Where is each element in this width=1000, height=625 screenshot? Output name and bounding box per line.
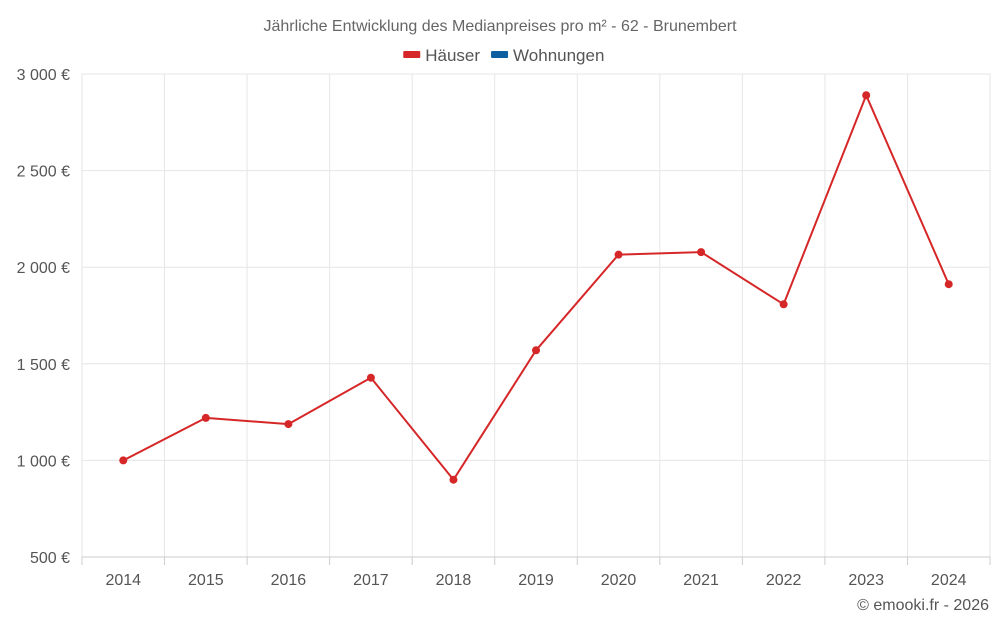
gridlines <box>81 73 991 558</box>
data-point[interactable] <box>944 280 953 289</box>
x-tick-label: 2022 <box>766 572 802 589</box>
y-axis: 500 € 1 000 € 1 500 € 2 000 € 2 500 € 3 000 € <box>17 67 70 567</box>
x-tick-label: 2018 <box>436 572 472 589</box>
data-point[interactable] <box>862 91 871 100</box>
x-tick-label: 2020 <box>601 572 637 589</box>
legend-item[interactable]: Wohnungen <box>491 46 604 65</box>
x-tick-label: 2014 <box>105 572 141 589</box>
y-tick-label: 1 000 € <box>17 453 70 470</box>
y-tick-label: 3 000 € <box>17 67 70 84</box>
legend-swatch <box>491 51 509 58</box>
data-point[interactable] <box>366 373 375 382</box>
data-point[interactable] <box>779 300 788 309</box>
x-tick-label: 2017 <box>353 572 389 589</box>
chart-title: Jährliche Entwicklung des Medianpreises … <box>263 18 737 35</box>
data-point[interactable] <box>284 420 293 429</box>
x-tick-label: 2015 <box>188 572 224 589</box>
y-tick-label: 1 500 € <box>17 357 70 374</box>
y-tick-label: 2 500 € <box>17 164 70 181</box>
data-point[interactable] <box>697 248 706 257</box>
y-tick-label: 500 € <box>30 550 70 567</box>
legend-label: Wohnungen <box>513 46 604 65</box>
legend-item[interactable]: Häuser <box>403 46 480 65</box>
x-axis: 2014 2015 2016 2017 2018 2019 2020 2021 2022 2023… <box>81 556 991 589</box>
data-point[interactable] <box>449 475 458 484</box>
plot-area <box>119 91 953 484</box>
legend: Häuser Wohnungen <box>403 46 604 65</box>
legend-label: Häuser <box>425 46 480 65</box>
data-point[interactable] <box>614 250 623 259</box>
x-tick-label: 2016 <box>271 572 307 589</box>
data-point[interactable] <box>201 413 210 422</box>
x-tick-label: 2024 <box>931 572 967 589</box>
x-tick-label: 2023 <box>848 572 884 589</box>
y-tick-label: 2 000 € <box>17 260 70 277</box>
legend-swatch <box>403 51 421 58</box>
x-tick-label: 2019 <box>518 572 554 589</box>
data-point[interactable] <box>532 346 540 355</box>
credit-text: © emooki.fr - 2026 <box>857 597 989 614</box>
x-tick-label: 2021 <box>683 572 719 589</box>
data-point[interactable] <box>119 456 128 465</box>
